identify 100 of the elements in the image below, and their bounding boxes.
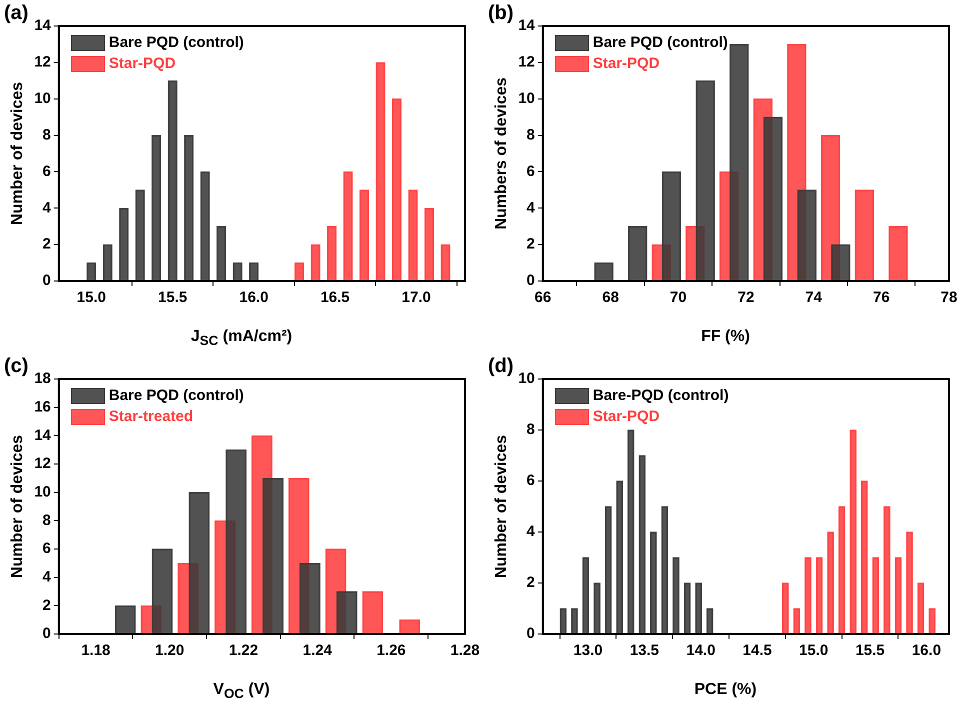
legend-label: Bare PQD (control) <box>108 386 244 406</box>
bar <box>917 582 924 634</box>
bar <box>152 134 162 280</box>
bar <box>184 134 194 280</box>
bar <box>627 430 634 634</box>
x-tick-label: 15.5 <box>158 289 188 306</box>
legend-label: Star-PQD <box>108 54 176 74</box>
y-tick-label: 12 <box>34 54 51 71</box>
bar <box>906 532 913 634</box>
x-tick-label: 13.0 <box>573 642 603 660</box>
legend-label: Star-treated <box>108 407 194 427</box>
bar <box>102 244 112 280</box>
bar <box>294 262 304 280</box>
x-tick-label: 70 <box>670 289 687 306</box>
bar <box>232 262 242 280</box>
bar <box>804 557 812 634</box>
bar <box>838 506 846 634</box>
y-tick-label: 0 <box>526 625 535 642</box>
legend-label: Bare-PQD (control) <box>592 386 729 406</box>
bar <box>200 171 210 280</box>
x-tick-label: 14.5 <box>742 642 772 660</box>
bar <box>696 80 715 280</box>
x-tick-label: 17.0 <box>402 289 431 306</box>
y-tick-label: 10 <box>34 483 51 500</box>
y-tick-label: 12 <box>518 54 535 71</box>
x-tick-label: 78 <box>940 289 958 306</box>
y-tick-label: 2 <box>526 574 535 592</box>
bar <box>216 226 226 280</box>
y-tick-label: 16 <box>34 398 51 416</box>
bar <box>827 532 834 634</box>
y-tick-label: 4 <box>42 568 52 586</box>
chart-title: (c) <box>4 355 28 378</box>
bar <box>343 171 353 280</box>
y-axis-title: Number of devices <box>9 82 26 226</box>
bar <box>672 557 680 634</box>
bar <box>894 557 902 634</box>
y-axis-title: Number of devices <box>9 434 26 578</box>
bar <box>424 208 434 280</box>
bar <box>604 506 612 634</box>
y-tick-label: 6 <box>42 540 51 558</box>
bar <box>695 582 702 634</box>
bar <box>135 190 145 280</box>
bar <box>336 591 358 634</box>
bar <box>684 582 691 634</box>
x-axis-title: J$_{SC}$ (mA/cm²) <box>190 328 294 348</box>
bar <box>392 98 402 280</box>
bar <box>662 171 682 280</box>
x-tick-label: 16.5 <box>320 289 350 306</box>
y-tick-label: 0 <box>42 272 51 290</box>
bar <box>262 478 284 634</box>
bar <box>188 492 210 634</box>
x-tick-label: 66 <box>534 289 552 306</box>
legend-label: Bare PQD (control) <box>108 33 244 53</box>
y-tick-label: 14 <box>34 426 52 444</box>
y-tick-label: 8 <box>42 512 51 529</box>
y-tick-label: 14 <box>518 17 536 34</box>
bar <box>872 557 880 634</box>
bar <box>168 80 178 280</box>
y-tick-label: 18 <box>34 370 51 388</box>
chart-title: (d) <box>488 355 514 378</box>
y-tick-label: 8 <box>526 126 535 144</box>
x-tick-label: 1.28 <box>450 642 480 660</box>
bar <box>888 226 908 280</box>
x-tick-label: 16.0 <box>912 642 942 660</box>
y-tick-label: 4 <box>526 199 536 216</box>
x-axis-title: PCE (%) <box>693 681 758 699</box>
x-tick-label: 15.0 <box>76 289 106 306</box>
x-axis-title: V$_{OC}$ (V) <box>212 681 271 702</box>
bar <box>831 244 850 280</box>
x-tick-label: 13.5 <box>630 642 660 660</box>
bar <box>571 608 578 634</box>
y-tick-label: 4 <box>42 199 52 216</box>
y-tick-label: 0 <box>526 272 535 290</box>
bar <box>114 605 136 634</box>
y-tick-label: 0 <box>42 625 51 642</box>
x-tick-label: 1.20 <box>155 642 184 660</box>
x-tick-label: 14.0 <box>686 642 716 660</box>
y-tick-label: 14 <box>34 17 52 34</box>
x-tick-label: 1.22 <box>228 642 258 660</box>
bar <box>650 532 657 634</box>
y-tick-label: 10 <box>34 90 51 107</box>
y-tick-label: 12 <box>34 455 51 472</box>
legend-label: Star-PQD <box>592 407 660 427</box>
bar <box>362 591 384 634</box>
bar <box>928 608 936 634</box>
bar <box>638 455 646 634</box>
y-tick-label: 8 <box>42 126 51 144</box>
bar <box>399 620 420 634</box>
y-tick-label: 6 <box>526 162 535 180</box>
x-axis-title: FF (%) <box>700 328 751 346</box>
y-tick-label: 6 <box>526 472 535 490</box>
bar <box>408 190 418 280</box>
bar <box>782 582 789 634</box>
bar <box>299 562 320 634</box>
y-tick-label: 4 <box>526 523 536 540</box>
bar <box>706 608 714 634</box>
x-tick-label: 15.0 <box>799 642 828 660</box>
y-tick-label: 2 <box>526 236 535 253</box>
bar <box>854 190 874 280</box>
chart-title: (b) <box>488 2 514 25</box>
